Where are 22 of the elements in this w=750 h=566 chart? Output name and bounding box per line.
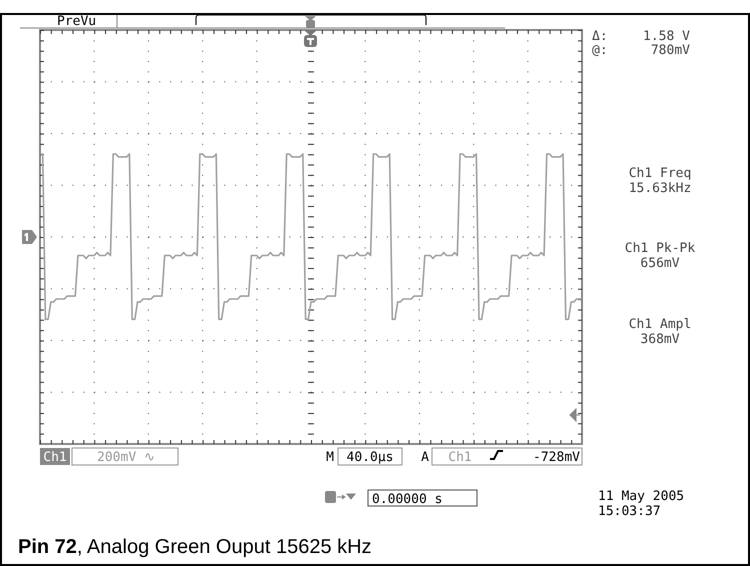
text: PreVu [57, 14, 96, 29]
text: 15:03:37 [598, 504, 661, 519]
text: 0.00000 s [372, 492, 442, 507]
text: -728mV [533, 450, 580, 465]
text: Ch1 [43, 450, 67, 465]
text: Ch1 Ampl [628, 317, 692, 332]
text: Ch1 [448, 450, 472, 465]
text: 200mV ∿ [97, 450, 155, 465]
text: 40.0µs [346, 450, 394, 465]
text: Ch1 Freq [628, 166, 692, 181]
text: 368mV [640, 332, 680, 347]
text: M [326, 450, 334, 465]
text: 1.58 V [643, 29, 690, 44]
text: 656mV [640, 256, 680, 271]
text: 11 May 2005 [598, 489, 684, 504]
text: A [421, 450, 430, 465]
text: 780mV [650, 43, 690, 58]
text: 15.63kHz [628, 181, 692, 196]
text: Pin 72, Analog Green Ouput 15625 kHz [18, 536, 372, 558]
text: Δ: [592, 29, 608, 44]
text: @: [592, 43, 608, 58]
text: Ch1 Pk-Pk [624, 241, 696, 256]
